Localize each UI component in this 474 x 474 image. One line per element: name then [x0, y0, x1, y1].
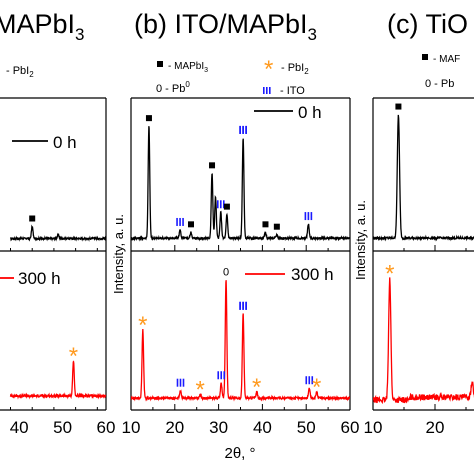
panel-b-y-axis-label: Intensity, a. u. [111, 214, 126, 294]
panel-a-frame [0, 97, 107, 411]
pbi2-marker: * [69, 343, 78, 370]
pbi2-marker: * [385, 260, 394, 287]
panel-b-x-axis-label: 2θ, ° [224, 445, 255, 462]
bottom-series-label: 300 h [291, 265, 334, 284]
x-tick-label: 50 [53, 418, 72, 437]
mapbi3-marker [188, 221, 195, 228]
panel-b-title: (b) ITO/MAPbI3 [134, 9, 317, 44]
ito-marker [239, 125, 247, 134]
panel-c-frame [372, 97, 474, 411]
series-line-top [131, 126, 350, 242]
top-series-label: 0 h [298, 103, 322, 122]
panel-c-legend-pb0: 0 - Pb [425, 78, 454, 90]
mapbi3-marker [262, 221, 269, 228]
panel-a-x-ticks: 40 50 60 [10, 248, 116, 437]
legend-pbi2-marker: * [264, 56, 273, 83]
marker-layer: * * * 0 * * * [29, 103, 402, 403]
pbi2-marker: * [196, 376, 205, 403]
ito-marker [304, 212, 313, 221]
series-line-top [10, 224, 106, 242]
panel-a-title: MAPbI3 [0, 9, 85, 44]
legend-mapbi3-label: - MAPbI3 [168, 61, 208, 74]
series-line-top [373, 114, 474, 242]
x-tick-label: 10 [364, 418, 383, 437]
x-tick-label: 40 [253, 418, 272, 437]
legend-ito-marker [263, 87, 271, 94]
panel-b-x-ticks: 10 20 30 40 50 60 [122, 245, 360, 437]
mapbi3-marker [29, 215, 36, 222]
mapbi3-marker [395, 103, 402, 110]
mapbi3-marker [145, 115, 152, 122]
x-tick-label: 20 [165, 418, 184, 437]
pb0-marker: 0 [223, 266, 229, 278]
panel-c-y-axis-label: Intensity, a. u. [353, 200, 368, 280]
x-tick-label: 30 [209, 418, 228, 437]
ito-marker [216, 200, 225, 209]
mapbi3-marker [209, 162, 216, 169]
panel-b-frame [130, 97, 351, 411]
series-line-bottom [373, 277, 474, 405]
x-tick-label: 50 [297, 418, 316, 437]
ito-marker [217, 371, 226, 380]
panel-c-legend-mapbi3-marker [422, 54, 428, 60]
panel-c-title: (c) TiO [387, 9, 468, 39]
panel-c-legend-mapbi3: - MAF [433, 54, 460, 65]
ito-marker [239, 301, 247, 310]
ito-marker [176, 217, 184, 226]
pbi2-marker: * [312, 374, 321, 401]
pbi2-marker: * [252, 374, 261, 401]
mapbi3-marker [223, 203, 230, 210]
legend-pbi2-label: - PbI2 [281, 62, 309, 76]
mapbi3-marker [273, 223, 280, 230]
series-line-bottom [131, 280, 350, 402]
x-tick-label: 60 [97, 418, 116, 437]
ito-marker [176, 378, 185, 387]
pbi2-marker: * [138, 312, 147, 339]
x-tick-label: 60 [341, 418, 360, 437]
panel-a-top-label: 0 h [53, 133, 77, 152]
x-tick-label: 40 [10, 418, 29, 437]
plot-layer [9, 114, 474, 405]
panel-a-bottom-label: 300 h [18, 269, 61, 288]
legend-mapbi3-marker [157, 61, 163, 67]
x-tick-label: 10 [122, 418, 141, 437]
x-tick-label: 20 [426, 418, 445, 437]
panel-a-legend-pbi2: - PbI2 [6, 65, 34, 79]
ito-marker [305, 376, 314, 385]
series-line-bottom [9, 360, 106, 400]
legend-pb0-label: 0 - Pb0 [156, 80, 190, 95]
legend-ito-label: - ITO [280, 85, 305, 97]
panel-c-x-ticks: 10 20 [364, 245, 467, 437]
